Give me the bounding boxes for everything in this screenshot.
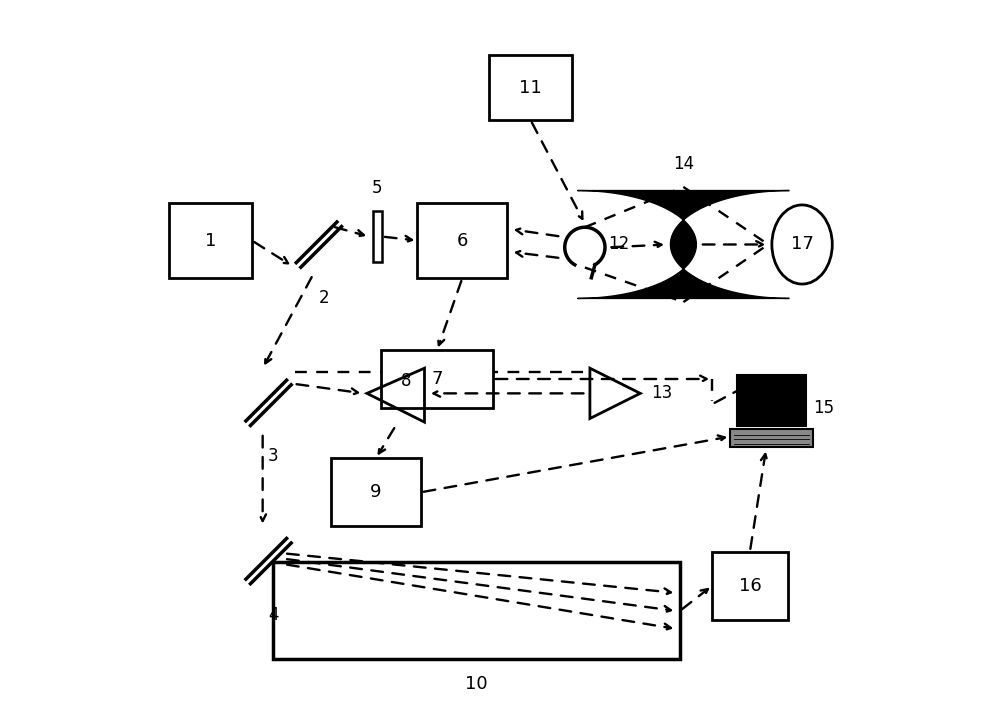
Bar [273,562,680,659]
Polygon shape [577,191,789,298]
Text: 14: 14 [673,155,694,173]
Text: 11: 11 [519,79,542,97]
Bar [417,203,507,278]
Text: 10: 10 [465,675,488,693]
Bar [169,203,252,278]
Text: 16: 16 [739,577,761,595]
Text: 5: 5 [372,179,383,197]
Text: 1: 1 [205,232,216,250]
Bar [381,350,493,408]
Bar [489,56,572,120]
Bar [331,458,421,526]
Text: 9: 9 [370,483,382,501]
Bar [373,212,382,262]
Text: 15: 15 [813,399,834,417]
Bar [730,430,813,448]
Text: 12: 12 [609,235,630,253]
Text: 7: 7 [431,370,443,388]
Text: 13: 13 [651,384,672,402]
Text: 2: 2 [318,289,329,307]
Text: 17: 17 [791,235,814,253]
Text: 8: 8 [401,372,412,390]
Bar [712,552,788,620]
Ellipse shape [772,205,832,284]
Bar [737,375,806,426]
Text: 3: 3 [268,448,279,465]
Text: 4: 4 [268,606,279,624]
Text: 6: 6 [457,232,468,250]
